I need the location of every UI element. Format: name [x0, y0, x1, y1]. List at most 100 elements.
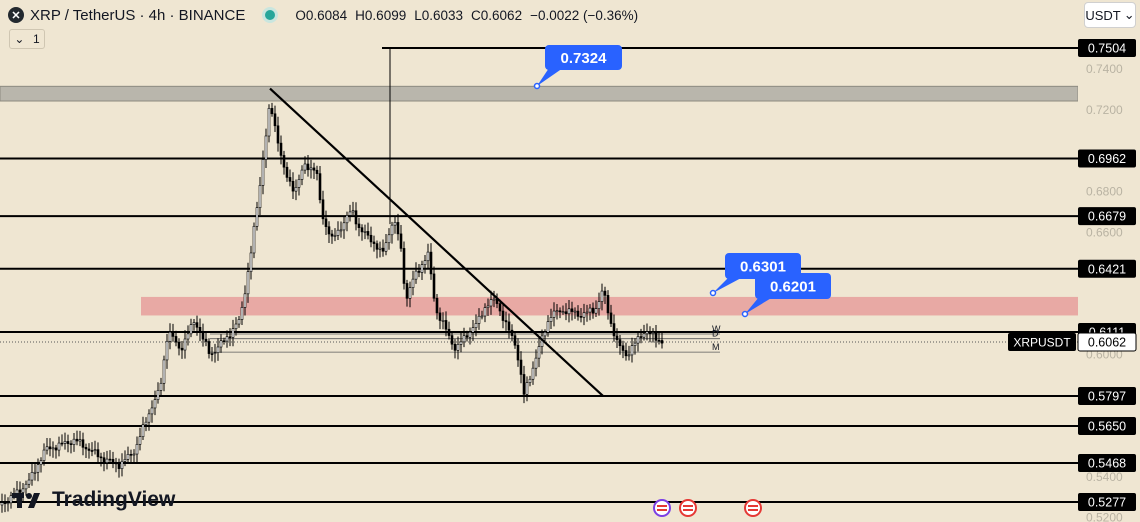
candle-body — [366, 231, 370, 236]
xrp-logo-icon: ✕ — [8, 7, 24, 23]
candle-body — [276, 125, 280, 144]
level-price-tag[interactable] — [1078, 386, 1136, 405]
candle-body — [609, 312, 613, 324]
candle-body — [450, 335, 454, 345]
candle-body — [252, 226, 256, 254]
candle-body — [585, 311, 589, 314]
candle-body — [507, 321, 511, 331]
close-value: 0.6062 — [480, 7, 523, 23]
level-price-tag[interactable] — [1078, 39, 1136, 57]
candle-body — [309, 167, 313, 171]
candle-body — [150, 407, 154, 415]
candle-body — [45, 446, 49, 451]
descending-trendline[interactable] — [269, 87, 604, 397]
candle-body — [372, 241, 376, 244]
candle-body — [306, 163, 310, 171]
candle-body — [9, 495, 13, 504]
candle-body — [384, 242, 388, 252]
resistance-zone — [141, 296, 1078, 316]
candle-body — [246, 271, 250, 295]
level-price-tag[interactable] — [1078, 207, 1136, 226]
candle-body — [54, 447, 58, 451]
candle-body — [165, 340, 169, 361]
candle-body — [618, 339, 622, 347]
candle-body — [606, 295, 610, 314]
candle-body — [90, 450, 94, 452]
low-label: L — [414, 7, 422, 23]
event-flag-icon[interactable] — [744, 499, 762, 517]
candle-body — [360, 227, 364, 233]
candle-body — [612, 323, 616, 337]
last-price-tag[interactable] — [1077, 332, 1137, 352]
candle-body — [99, 456, 103, 459]
change-value: −0.0022 (−0.36%) — [530, 7, 639, 23]
candle-body — [186, 333, 190, 340]
candle-body — [399, 233, 403, 249]
candle-body — [63, 441, 67, 444]
candle-body — [564, 311, 568, 315]
level-price-text: 0.5468 — [1088, 457, 1126, 471]
level-price-tag[interactable] — [1078, 454, 1136, 473]
candle-body — [39, 460, 43, 465]
callout-pointer — [745, 297, 773, 314]
price-axis[interactable]: 0.74000.72000.68000.66000.60000.54000.52… — [1008, 0, 1140, 522]
chart-header: ✕ XRP / TetherUS · 4h · BINANCE O0.6084 … — [8, 4, 638, 26]
candle-body — [375, 243, 379, 250]
candle-body — [423, 260, 427, 265]
candle-body — [435, 297, 439, 314]
candle-body — [222, 340, 226, 342]
candle-body — [141, 424, 145, 438]
candle-body — [57, 442, 61, 451]
symbol-title[interactable]: XRP / TetherUS · 4h · BINANCE — [30, 6, 246, 24]
candle-body — [444, 320, 448, 330]
candle-body — [636, 336, 640, 344]
candle-body — [405, 283, 409, 299]
tradingview-logo[interactable]: TradingView — [12, 488, 175, 512]
candle-body — [354, 210, 358, 225]
candle-body — [180, 347, 184, 351]
candle-body — [510, 329, 514, 336]
level-price-tag[interactable] — [1078, 416, 1136, 435]
event-flag-icon[interactable] — [679, 499, 697, 517]
price-tick-label: 0.6800 — [1086, 185, 1123, 199]
level-price-tag[interactable] — [1078, 149, 1136, 168]
candle-body — [492, 298, 496, 301]
candle-body — [333, 235, 337, 237]
candle-body — [294, 186, 298, 192]
candle-body — [357, 223, 361, 228]
candle-body — [279, 142, 283, 156]
indicator-toggle[interactable]: ⌄ 1 — [9, 29, 45, 49]
candle-body — [48, 446, 52, 450]
candle-body — [429, 251, 433, 275]
level-price-tag[interactable] — [1078, 493, 1136, 511]
high-label: H — [355, 7, 365, 23]
candle-body — [297, 179, 301, 188]
candle-body — [33, 471, 37, 474]
price-tick-label: 0.5200 — [1086, 511, 1123, 522]
currency-selector[interactable]: USDT ⌄ — [1084, 2, 1136, 28]
candle-body — [438, 312, 442, 321]
candles-layer — [0, 102, 664, 513]
market-status-icon[interactable] — [265, 10, 276, 20]
candle-body — [210, 353, 214, 355]
level-price-tag[interactable] — [1078, 259, 1136, 278]
candle-body — [645, 331, 649, 335]
candle-body — [648, 331, 652, 334]
callout-box[interactable] — [755, 273, 831, 299]
tradingview-mark-icon — [12, 493, 40, 508]
candle-body — [567, 308, 571, 315]
event-flag-icon[interactable] — [653, 499, 671, 517]
callout-box[interactable] — [725, 253, 801, 279]
candle-body — [36, 464, 40, 473]
candle-body — [117, 463, 121, 469]
candle-body — [102, 457, 106, 463]
candle-body — [282, 155, 286, 168]
candle-body — [249, 252, 253, 272]
callout-box[interactable] — [545, 45, 622, 70]
candle-body — [123, 459, 127, 462]
chevron-down-icon: ⌄ — [1123, 7, 1135, 22]
candle-body — [201, 331, 205, 340]
